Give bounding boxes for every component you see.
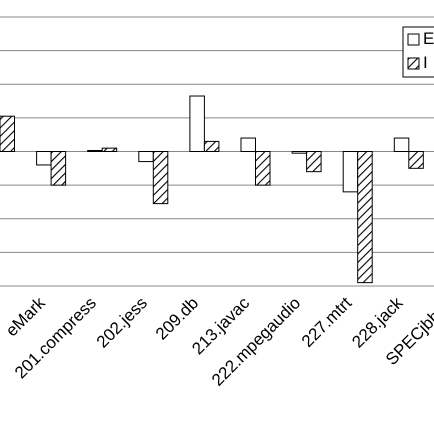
bar bbox=[138, 151, 154, 163]
bar bbox=[87, 149, 103, 153]
bar bbox=[101, 147, 118, 152]
x-tick-label: 227.mtrt bbox=[298, 293, 356, 351]
bar bbox=[255, 151, 271, 186]
legend-label: E bbox=[423, 29, 434, 48]
x-tick-label: eMark bbox=[2, 293, 49, 340]
bar bbox=[0, 115, 15, 152]
legend: EI bbox=[402, 26, 434, 78]
x-tick-label: 222.mpegaudio bbox=[208, 293, 304, 389]
bar bbox=[306, 151, 322, 173]
bar bbox=[357, 151, 373, 284]
x-tick-label: 209.db bbox=[152, 293, 202, 343]
bar bbox=[291, 151, 308, 154]
bar bbox=[152, 151, 169, 205]
bar bbox=[393, 137, 410, 153]
legend-swatch bbox=[407, 33, 420, 46]
bar bbox=[36, 151, 52, 166]
bar bbox=[189, 95, 205, 153]
bars bbox=[0, 95, 424, 284]
legend-swatch bbox=[407, 57, 420, 70]
legend-label: I bbox=[423, 53, 428, 72]
bar bbox=[203, 140, 220, 153]
x-tick-label: 202.jess bbox=[93, 293, 151, 351]
bar bbox=[342, 151, 359, 193]
bar bbox=[408, 151, 424, 169]
bar bbox=[240, 137, 256, 153]
bar bbox=[50, 151, 67, 186]
